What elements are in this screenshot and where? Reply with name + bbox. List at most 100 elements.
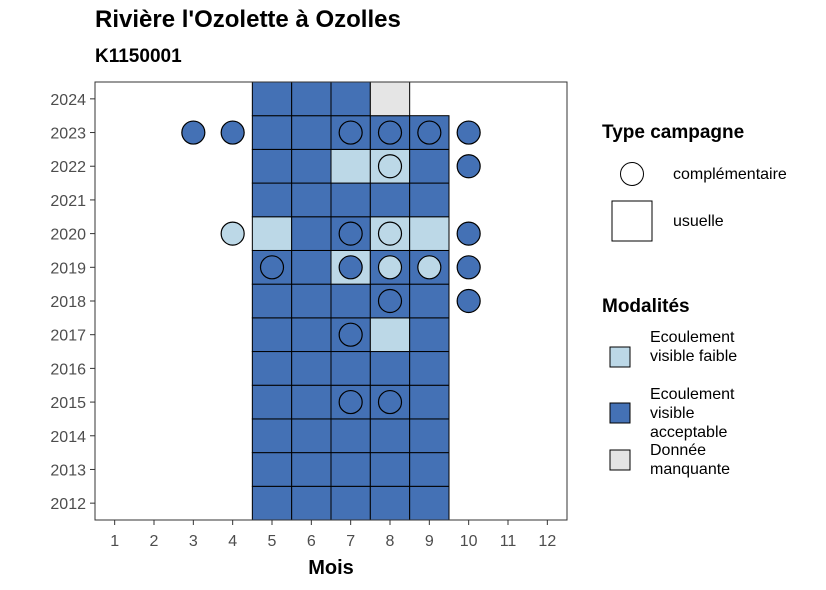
y-tick-label: 2015 [50,395,86,412]
usuelle-tile [291,249,332,285]
legend-square-symbol [611,200,653,242]
x-tick-label: 5 [268,533,277,550]
usuelle-tile [330,418,371,454]
usuelle-tile [251,115,293,150]
y-tick-label: 2014 [50,429,86,446]
usuelle-tile [369,351,411,386]
usuelle-tile [291,216,332,251]
complementaire-point [338,221,363,246]
complementaire-points [181,120,481,415]
usuelle-tile [291,351,332,386]
y-tick-label: 2022 [50,159,86,176]
x-tick-label: 7 [346,533,355,550]
complementaire-point [377,389,403,415]
usuelle-tile [369,182,411,218]
legend-key-acceptable [609,402,631,424]
legend-key-manquante [609,449,631,471]
y-tick-label: 2016 [50,361,86,378]
usuelle-tile [369,485,411,521]
complementaire-point [181,120,206,145]
complementaire-point [338,255,363,280]
usuelle-tile [409,351,450,386]
usuelle-tile [251,182,293,218]
chart-subtitle: K1150001 [95,46,182,67]
usuelle-tile [291,485,332,521]
usuelle-tile [291,452,332,487]
y-tick-label: 2013 [50,462,86,479]
complementaire-point [456,288,481,314]
usuelle-tile [409,283,450,319]
usuelle-tile [291,182,332,218]
usuelle-tile [330,148,371,184]
usuelle-tile [330,452,371,487]
usuelle-tile [330,182,371,218]
complementaire-point [377,255,403,280]
complementaire-point [456,255,481,280]
x-tick-label: 11 [500,533,517,550]
usuelle-tile [251,81,293,117]
complementaire-point [417,120,442,145]
legend-label-manquante: Donnée manquante [650,442,731,478]
y-axis: 2012 2013 2014 2015 2016 2017 2018 2019 2020 2021… [50,92,95,513]
usuelle-tile [251,317,293,353]
usuelle-tile [369,317,411,353]
usuelle-tile [409,216,450,251]
complementaire-point [259,255,285,280]
chart-title: Rivière l'Ozolette à Ozolles [95,6,401,33]
x-tick-label: 9 [425,533,434,550]
complementaire-point [220,120,245,145]
complementaire-point [456,154,481,179]
complementaire-point [338,322,363,347]
usuelle-tile [291,115,332,150]
legend-label-usuelle: usuelle [673,213,724,230]
complementaire-point [338,120,363,145]
y-tick-label: 2017 [50,328,86,345]
usuelle-tiles [251,81,450,521]
usuelle-tile [330,81,371,117]
x-tick-label: 6 [307,533,316,550]
usuelle-tile [409,485,450,521]
complementaire-point [456,221,481,246]
x-tick-label: 4 [228,533,237,550]
x-tick-label: 2 [150,533,159,550]
usuelle-tile [291,384,332,420]
legend-modalites-title: Modalités [602,296,690,317]
usuelle-tile [251,452,293,487]
x-tick-label: 1 [110,533,119,550]
complementaire-point [377,288,403,314]
complementaire-point [377,120,403,145]
usuelle-tile [251,418,293,454]
usuelle-tile [251,216,293,251]
usuelle-tile [291,317,332,353]
x-tick-label: 8 [386,533,395,550]
usuelle-tile [291,418,332,454]
usuelle-tile [291,148,332,184]
usuelle-tile [251,283,293,319]
legend-label-complementaire: complémentaire [673,166,787,183]
usuelle-tile [369,81,411,117]
complementaire-point [338,389,363,415]
usuelle-tile [251,148,293,184]
usuelle-tile [369,418,411,454]
usuelle-tile [330,485,371,521]
usuelle-tile [369,452,411,487]
usuelle-tile [251,485,293,521]
x-axis-label: Mois [308,557,354,579]
complementaire-point [220,221,245,246]
usuelle-tile [409,182,450,218]
usuelle-tile [291,81,332,117]
legend-type-title: Type campagne [602,122,745,143]
y-tick-label: 2012 [50,496,86,513]
usuelle-tile [409,148,450,184]
legend-label-faible: Ecoulement visible faible [650,329,738,365]
y-tick-label: 2018 [50,294,86,311]
x-axis: 1 2 3 4 5 6 7 8 9 10 11 12 [110,520,556,550]
x-tick-label: 10 [460,533,478,550]
usuelle-tile [330,283,371,319]
x-tick-label: 3 [189,533,198,550]
usuelle-tile [330,351,371,386]
legend-circle-symbol [620,162,644,186]
legend-key-faible [609,346,631,368]
usuelle-tile [409,317,450,353]
